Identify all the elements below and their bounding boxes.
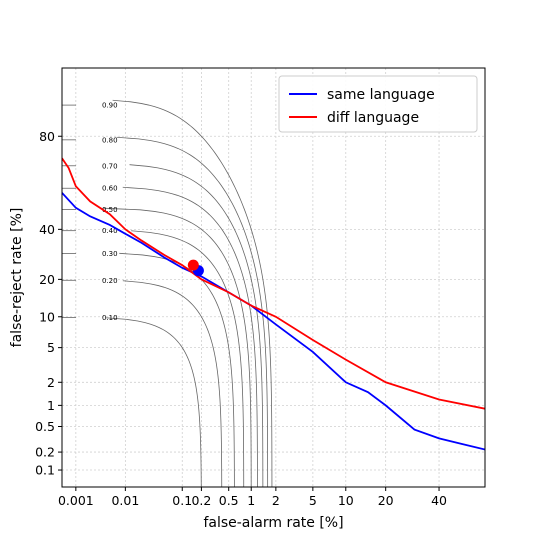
y-tick-label: 10	[39, 309, 55, 324]
contour-line	[122, 280, 223, 487]
legend: same language diff language	[278, 75, 478, 133]
contour-line	[129, 164, 264, 487]
contour-label: 0.30	[102, 250, 118, 258]
contour-label: 0.60	[102, 185, 118, 193]
contour-label: 0.90	[102, 102, 118, 110]
x-axis-label: false-alarm rate [%]	[203, 515, 343, 531]
grid	[62, 68, 485, 487]
contour-label: 0.40	[102, 227, 118, 235]
x-tick-label: 20	[378, 493, 394, 508]
contour-label: 0.10	[102, 314, 118, 322]
contour-line	[106, 317, 202, 487]
contour-label: 0.70	[102, 162, 118, 170]
contour-line	[112, 99, 273, 487]
y-axis-ticks: 0.1 0.2 0.5 1 2 5 10 20 40 80	[35, 129, 62, 478]
series-line-diff-language	[62, 157, 485, 410]
x-tick-label: 0.2	[191, 493, 211, 508]
y-axis-label: false-reject rate [%]	[9, 208, 25, 348]
x-tick-label: 5	[309, 493, 317, 508]
y-tick-label: 1	[47, 398, 55, 413]
operating-point-diff-language	[187, 259, 199, 271]
y-tick-label: 0.2	[35, 445, 55, 460]
plot-frame	[61, 67, 486, 488]
contour-line	[131, 230, 245, 487]
y-tick-label: 80	[39, 129, 55, 144]
contour-line	[116, 136, 269, 487]
contour-line	[103, 207, 252, 487]
contour-label: 0.80	[102, 136, 118, 144]
x-axis-ticks: 0.001 0.01 0.1 0.2 0.5 1 2 5 10 20 40	[58, 487, 447, 508]
series-lines	[62, 157, 485, 451]
x-tick-label: 10	[338, 493, 354, 508]
legend-entry: diff language	[327, 110, 419, 126]
x-tick-label: 0.1	[172, 493, 192, 508]
y-tick-label: 40	[39, 222, 55, 237]
legend-entry: same language	[327, 87, 435, 103]
contour-label: 0.20	[102, 277, 118, 285]
y-tick-label: 0.1	[35, 463, 55, 478]
plot-area: 0.90 0.80 0.70 0.60 0.50 0.40 0.30 0.20 0.10	[61, 67, 486, 488]
y-tick-label: 2	[47, 375, 55, 390]
x-tick-label: 0.001	[58, 493, 94, 508]
x-tick-label: 0.5	[219, 493, 239, 508]
x-tick-label: 1	[247, 493, 255, 508]
y-tick-label: 5	[47, 340, 55, 355]
x-tick-label: 2	[272, 493, 280, 508]
legend-box	[278, 75, 478, 133]
contour-line	[119, 252, 235, 487]
y-tick-label: 20	[39, 272, 55, 287]
y-tick-label: 0.5	[35, 419, 55, 434]
contour-line	[122, 186, 258, 487]
x-tick-label: 40	[431, 493, 447, 508]
contour-label: 0.50	[102, 206, 118, 214]
x-tick-label: 0.01	[111, 493, 139, 508]
cost-contours: 0.90 0.80 0.70 0.60 0.50 0.40 0.30 0.20 0.10	[62, 99, 273, 487]
